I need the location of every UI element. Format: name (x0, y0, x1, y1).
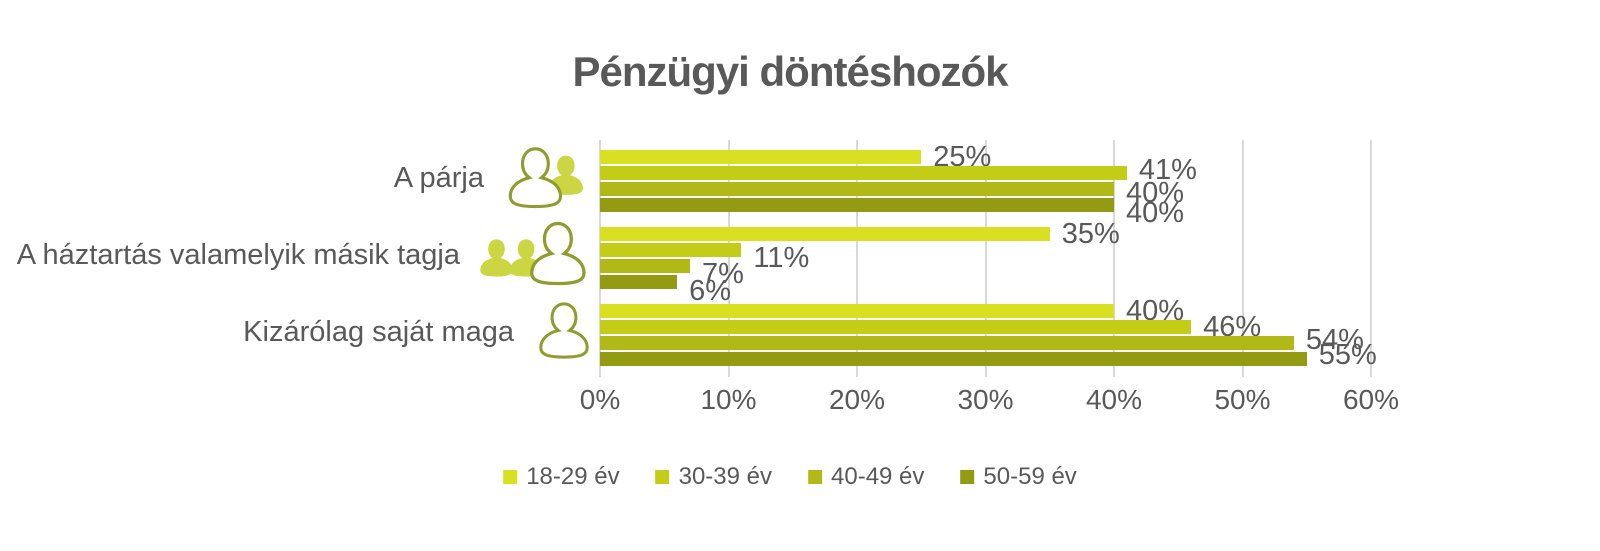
category-label: A párja (393, 162, 484, 194)
x-axis-tick-label: 30% (957, 384, 1014, 415)
legend-swatch (655, 470, 670, 484)
bar-18-29-év (600, 227, 1050, 241)
legend-swatch (503, 470, 518, 484)
data-label: 40% (1126, 196, 1185, 229)
bar-50-59-év (600, 275, 678, 289)
category-row-household: A háztartás valamelyik másik tagja (17, 217, 596, 294)
data-label: 11% (753, 241, 810, 274)
legend-label: 30-39 év (678, 463, 772, 490)
data-label: 40% (1126, 176, 1185, 209)
legend-swatch (808, 470, 822, 484)
x-axis-tick-label: 0% (579, 384, 621, 415)
legend-label: 18-29 év (526, 463, 620, 490)
chart-legend: 18-29 év 30-39 év 40-49 év 50-59 év (503, 463, 1077, 491)
x-axis-tick-label: 10% (700, 384, 757, 415)
grid-line (984, 140, 987, 377)
bar-18-29-év (600, 304, 1114, 318)
grid-line (599, 140, 601, 377)
single-person-icon (539, 301, 589, 359)
data-label: 7% (701, 257, 744, 290)
category-label: Kizárólag saját maga (243, 316, 514, 348)
three-people-icon (480, 221, 586, 285)
bar-50-59-év (600, 198, 1114, 212)
legend-item: 18-29 év (503, 463, 620, 491)
legend-label: 40-49 év (831, 463, 925, 490)
grid-line (1241, 140, 1244, 377)
grid-line (1113, 140, 1115, 377)
bar-30-39-év (600, 166, 1127, 180)
bar-18-29-év (600, 150, 922, 164)
x-axis-tick-label: 50% (1214, 384, 1271, 415)
data-label: 55% (1318, 338, 1377, 371)
category-label: A háztartás valamelyik másik tagja (16, 239, 460, 271)
legend-label: 50-59 év (983, 463, 1077, 490)
bar-40-49-év (600, 182, 1114, 196)
data-label: 41% (1138, 153, 1197, 186)
category-row-self: Kizárólag saját maga (243, 294, 596, 371)
x-axis-tick-label: 20% (828, 384, 886, 415)
x-axis-tick-label: 40% (1085, 384, 1143, 415)
grid-line (727, 140, 730, 377)
legend-item: 40-49 év (808, 463, 924, 491)
bar-50-59-év (600, 352, 1307, 366)
grid-line (1370, 140, 1372, 377)
legend-item: 50-59 év (960, 463, 1077, 491)
data-label: 35% (1061, 217, 1120, 250)
two-people-icon (508, 146, 583, 208)
data-label: 6% (689, 274, 732, 307)
category-row-partner: A párja (394, 140, 596, 217)
bar-40-49-év (600, 259, 690, 273)
bar-40-49-év (600, 336, 1294, 350)
grid-line (856, 140, 858, 377)
legend-item: 30-39 év (655, 463, 772, 491)
data-label: 54% (1305, 323, 1364, 356)
chart-title: Pénzügyi döntéshozók (572, 48, 1008, 95)
legend-swatch (960, 470, 975, 484)
bar-30-39-év (600, 243, 742, 257)
bar-30-39-év (600, 320, 1192, 334)
x-axis-tick-label: 60% (1342, 384, 1400, 415)
